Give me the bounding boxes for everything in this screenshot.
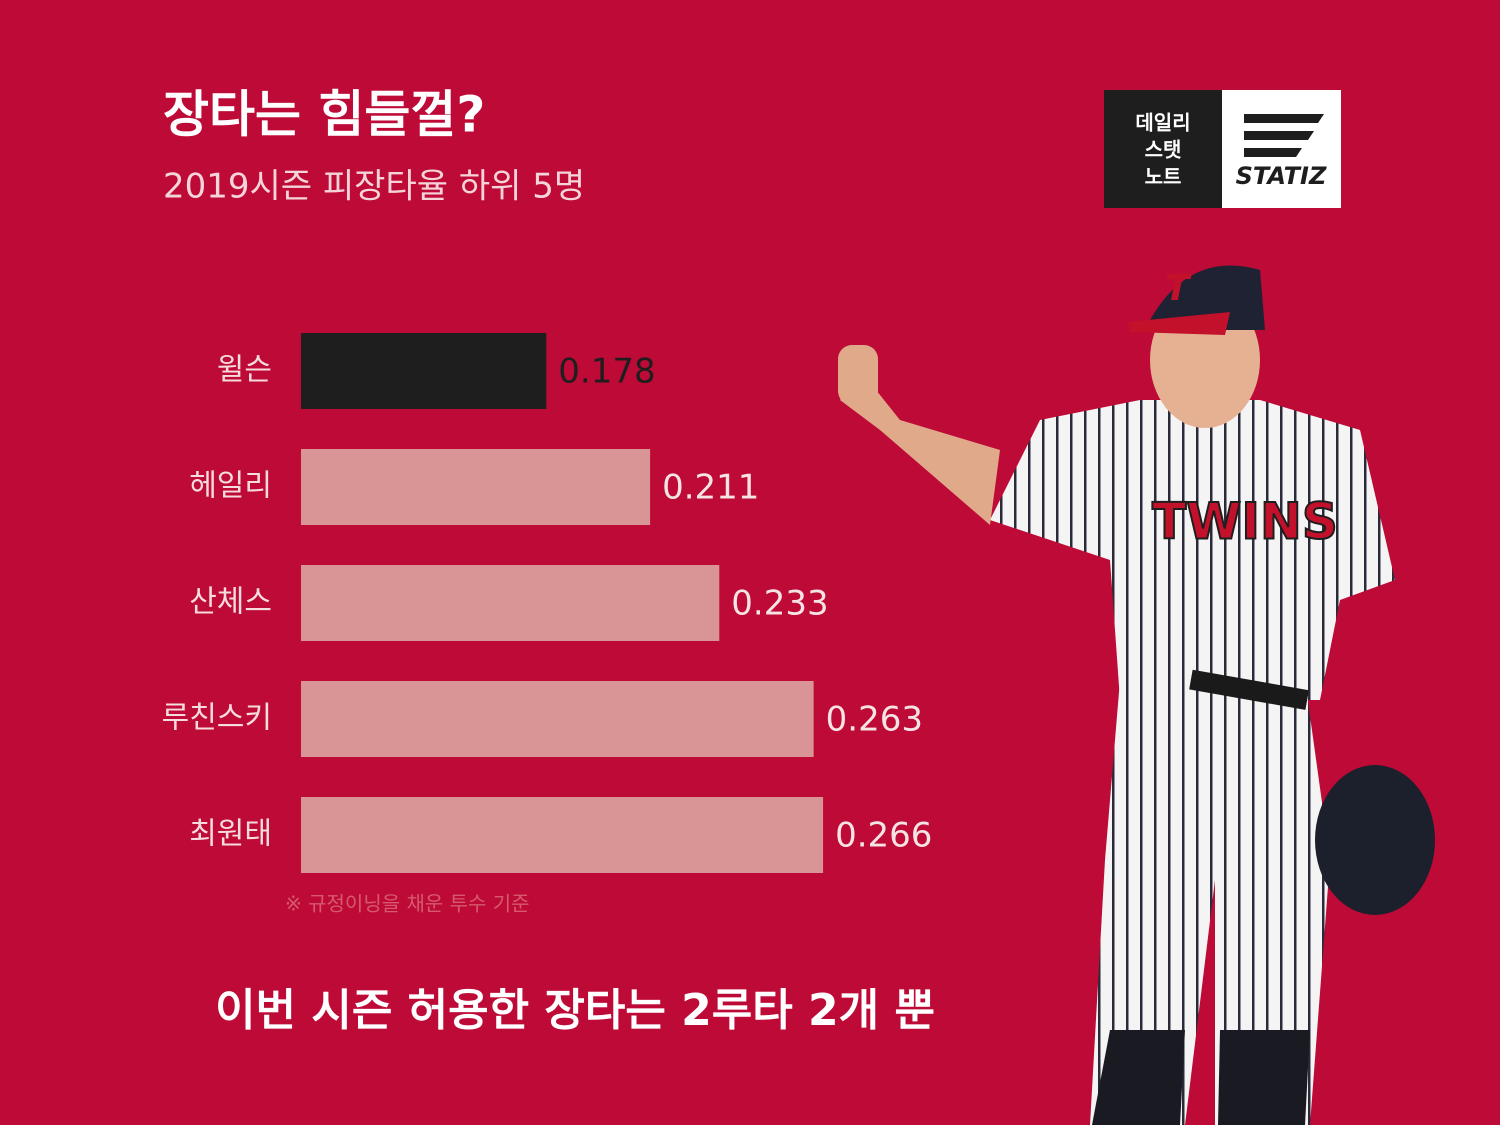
logo-text: 스탯: [1145, 138, 1182, 162]
chart-subtitle: 2019시즌 피장타율 하위 5명: [163, 167, 585, 207]
value-label: 0.263: [826, 700, 923, 740]
category-label: 산체스: [189, 585, 272, 620]
category-label: 루친스키: [162, 701, 272, 736]
logo-text: 노트: [1145, 165, 1182, 189]
bar: [301, 797, 824, 873]
value-label: 0.266: [835, 816, 932, 856]
player-illustration: TWINS T: [838, 265, 1435, 1125]
category-label: 윌슨: [217, 353, 272, 388]
bar: [301, 681, 814, 757]
logo-brand: STATIZ: [1236, 162, 1327, 190]
footnote: ※ 규정이닝을 채운 투수 기준: [285, 892, 530, 916]
logo: 데일리 스탯 노트 STATIZ: [1104, 90, 1341, 208]
svg-text:T: T: [1165, 268, 1192, 309]
category-label: 최원태: [189, 817, 272, 852]
bar: [301, 565, 720, 641]
value-label: 0.233: [731, 584, 828, 624]
bar: [301, 449, 651, 525]
value-label: 0.211: [662, 468, 759, 508]
caption: 이번 시즌 허용한 장타는 2루타 2개 뿐: [215, 985, 935, 1036]
logo-icon: [1244, 114, 1324, 157]
category-label: 헤일리: [189, 469, 272, 504]
logo-dark: [1104, 90, 1222, 208]
chart-title: 장타는 힘들껄?: [163, 86, 485, 144]
svg-text:TWINS: TWINS: [1152, 493, 1338, 551]
logo-text: 데일리: [1135, 111, 1190, 135]
bar: [301, 333, 547, 409]
value-label: 0.178: [558, 352, 655, 392]
